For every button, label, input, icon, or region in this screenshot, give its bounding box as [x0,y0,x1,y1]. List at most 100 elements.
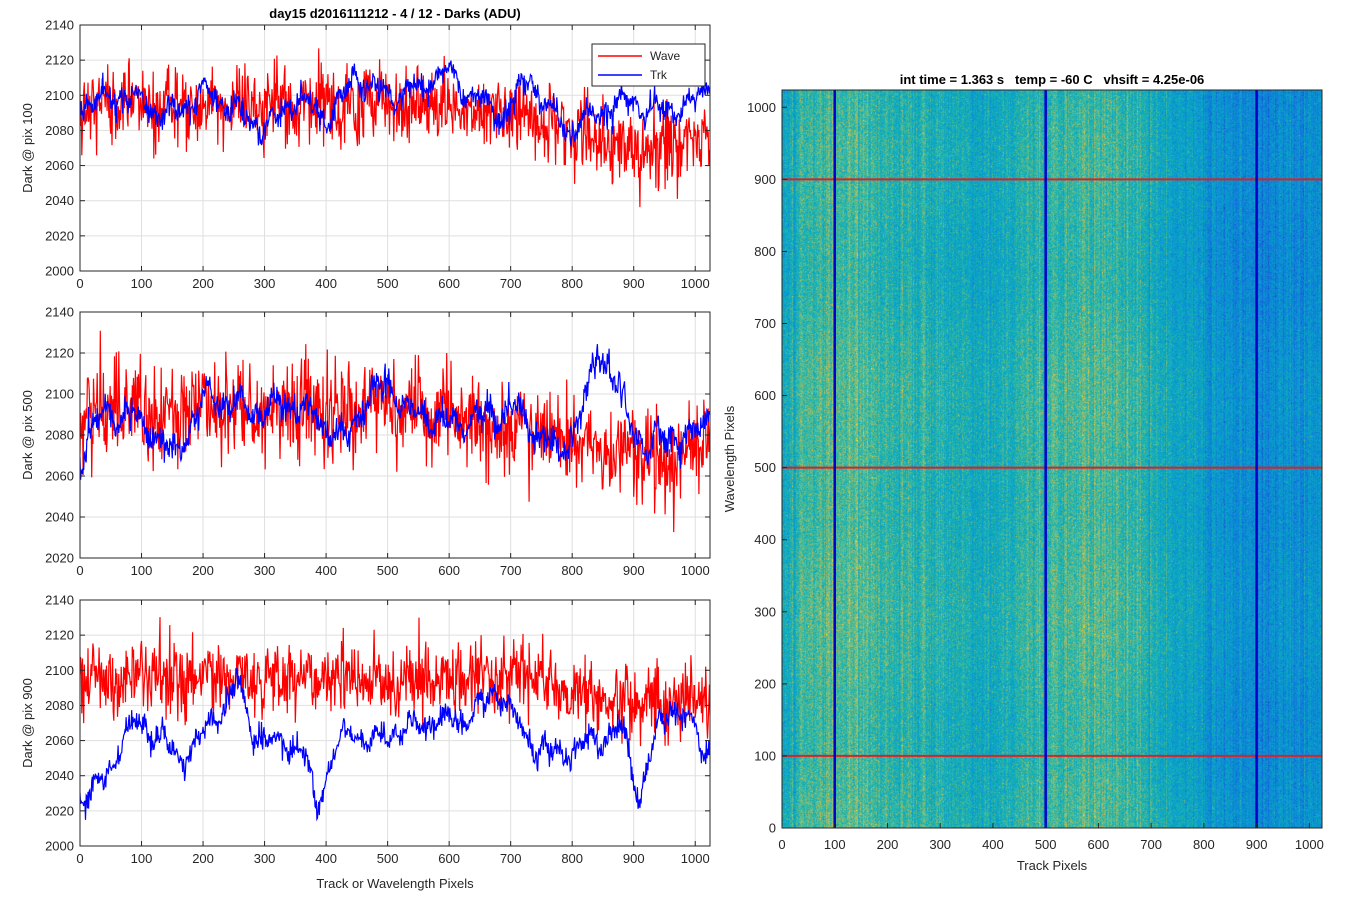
x-tick-label: 1000 [1295,837,1324,852]
x-tick-label: 200 [192,851,214,866]
axes-box [79,24,711,272]
y-tick-label: 1000 [747,100,776,115]
x-tick-label: 600 [1088,837,1110,852]
x-tick-label: 800 [561,563,583,578]
heatmap-title: int time = 1.363 s temp = -60 C vhsift =… [900,72,1205,87]
x-tick-label: 300 [254,851,276,866]
y-tick-label: 2060 [45,733,74,748]
y-tick-label: 0 [769,821,776,836]
y-tick-label: 2000 [45,264,74,279]
y-tick-label: 2040 [45,510,74,525]
x-tick-label: 900 [623,276,645,291]
y-tick-label: 2040 [45,193,74,208]
x-tick-label: 300 [254,563,276,578]
series-line-trk [80,344,710,480]
series-line-trk [80,668,710,822]
x-tick-label: 100 [824,837,846,852]
x-tick-label: 700 [500,851,522,866]
y-axis-label: Dark @ pix 100 [20,103,35,193]
x-tick-label: 1000 [681,563,710,578]
x-tick-label: 500 [377,563,399,578]
y-tick-label: 2120 [45,628,74,643]
x-tick-label: 900 [623,851,645,866]
line-plot-1: 0 100 200 300 400 500 600 700 800 900 1000 2000 2020… [20,18,711,291]
y-axis-label: Wavelength Pixels [722,405,737,512]
plot-area [80,600,710,846]
figure-title: day15 d2016111212 - 4 / 12 - Darks (ADU) [269,6,520,21]
x-tick-label: 400 [982,837,1004,852]
x-tick-label: 100 [131,563,153,578]
y-tick-label: 2120 [45,53,74,68]
x-tick-label: 600 [438,276,460,291]
heatmap-image [782,90,1322,828]
y-axis-label: Dark @ pix 500 [20,390,35,480]
y-tick-label: 2080 [45,698,74,713]
y-tick-label: 600 [754,388,776,403]
x-tick-label: 400 [315,563,337,578]
y-tick-label: 2100 [45,663,74,678]
x-tick-label: 600 [438,563,460,578]
x-tick-label: 800 [1193,837,1215,852]
x-tick-label: 800 [561,276,583,291]
x-tick-label: 100 [131,276,153,291]
heatmap-plot: 0 100 200 300 400 500 600 700 800 900 1000 0 100 200 3… [722,72,1324,873]
x-tick-label: 300 [929,837,951,852]
y-tick-label: 2060 [45,469,74,484]
x-tick-label: 1000 [681,276,710,291]
x-tick-label: 200 [192,276,214,291]
legend-label-trk: Trk [650,68,668,82]
plots: 0 100 200 300 400 500 600 700 800 900 100020002020… [20,18,1324,892]
x-tick-label: 700 [1140,837,1162,852]
x-tick-label: 100 [131,851,153,866]
x-tick-label: 0 [76,851,83,866]
y-tick-label: 2080 [45,428,74,443]
y-tick-label: 2140 [45,305,74,320]
series-line-wave [80,48,710,208]
y-tick-label: 2020 [45,551,74,566]
y-tick-label: 2080 [45,123,74,138]
x-tick-label: 1000 [681,851,710,866]
x-tick-label: 900 [623,563,645,578]
y-tick-label: 2120 [45,346,74,361]
x-tick-label: 700 [500,563,522,578]
x-axis-label: Track Pixels [1017,858,1088,873]
x-tick-label: 900 [1246,837,1268,852]
y-tick-label: 700 [754,316,776,331]
y-tick-label: 200 [754,676,776,691]
x-tick-label: 700 [500,276,522,291]
y-tick-label: 2100 [45,88,74,103]
y-tick-label: 900 [754,172,776,187]
y-tick-label: 800 [754,244,776,259]
x-tick-label: 0 [76,563,83,578]
y-tick-label: 2060 [45,158,74,173]
x-tick-label: 0 [76,276,83,291]
x-tick-label: 500 [377,276,399,291]
y-tick-label: 100 [754,748,776,763]
x-tick-label: 600 [438,851,460,866]
x-tick-label: 200 [877,837,899,852]
x-tick-label: 200 [192,563,214,578]
y-tick-label: 2020 [45,803,74,818]
y-tick-label: 500 [754,460,776,475]
y-tick-label: 2140 [45,593,74,608]
x-tick-label: 300 [254,276,276,291]
x-tick-label: 500 [1035,837,1057,852]
y-tick-label: 300 [754,604,776,619]
x-tick-label: 400 [315,276,337,291]
y-tick-label: 2040 [45,768,74,783]
x-tick-label: 0 [778,837,785,852]
x-tick-label: 500 [377,851,399,866]
series-line-wave [80,617,710,747]
y-axis-label: Dark @ pix 900 [20,678,35,768]
axes-box [79,599,711,847]
legend: Wave Trk [591,43,706,87]
y-tick-label: 2000 [45,839,74,854]
line-plot-2: 0 100 200 300 400 500 600 700 800 900 1000 2020 2040… [20,305,711,578]
y-tick-label: 2140 [45,18,74,33]
y-tick-label: 400 [754,532,776,547]
y-tick-label: 2100 [45,387,74,402]
y-tick-label: 2020 [45,228,74,243]
axes-box [781,89,1323,829]
x-axis-label: Track or Wavelength Pixels [316,876,474,891]
